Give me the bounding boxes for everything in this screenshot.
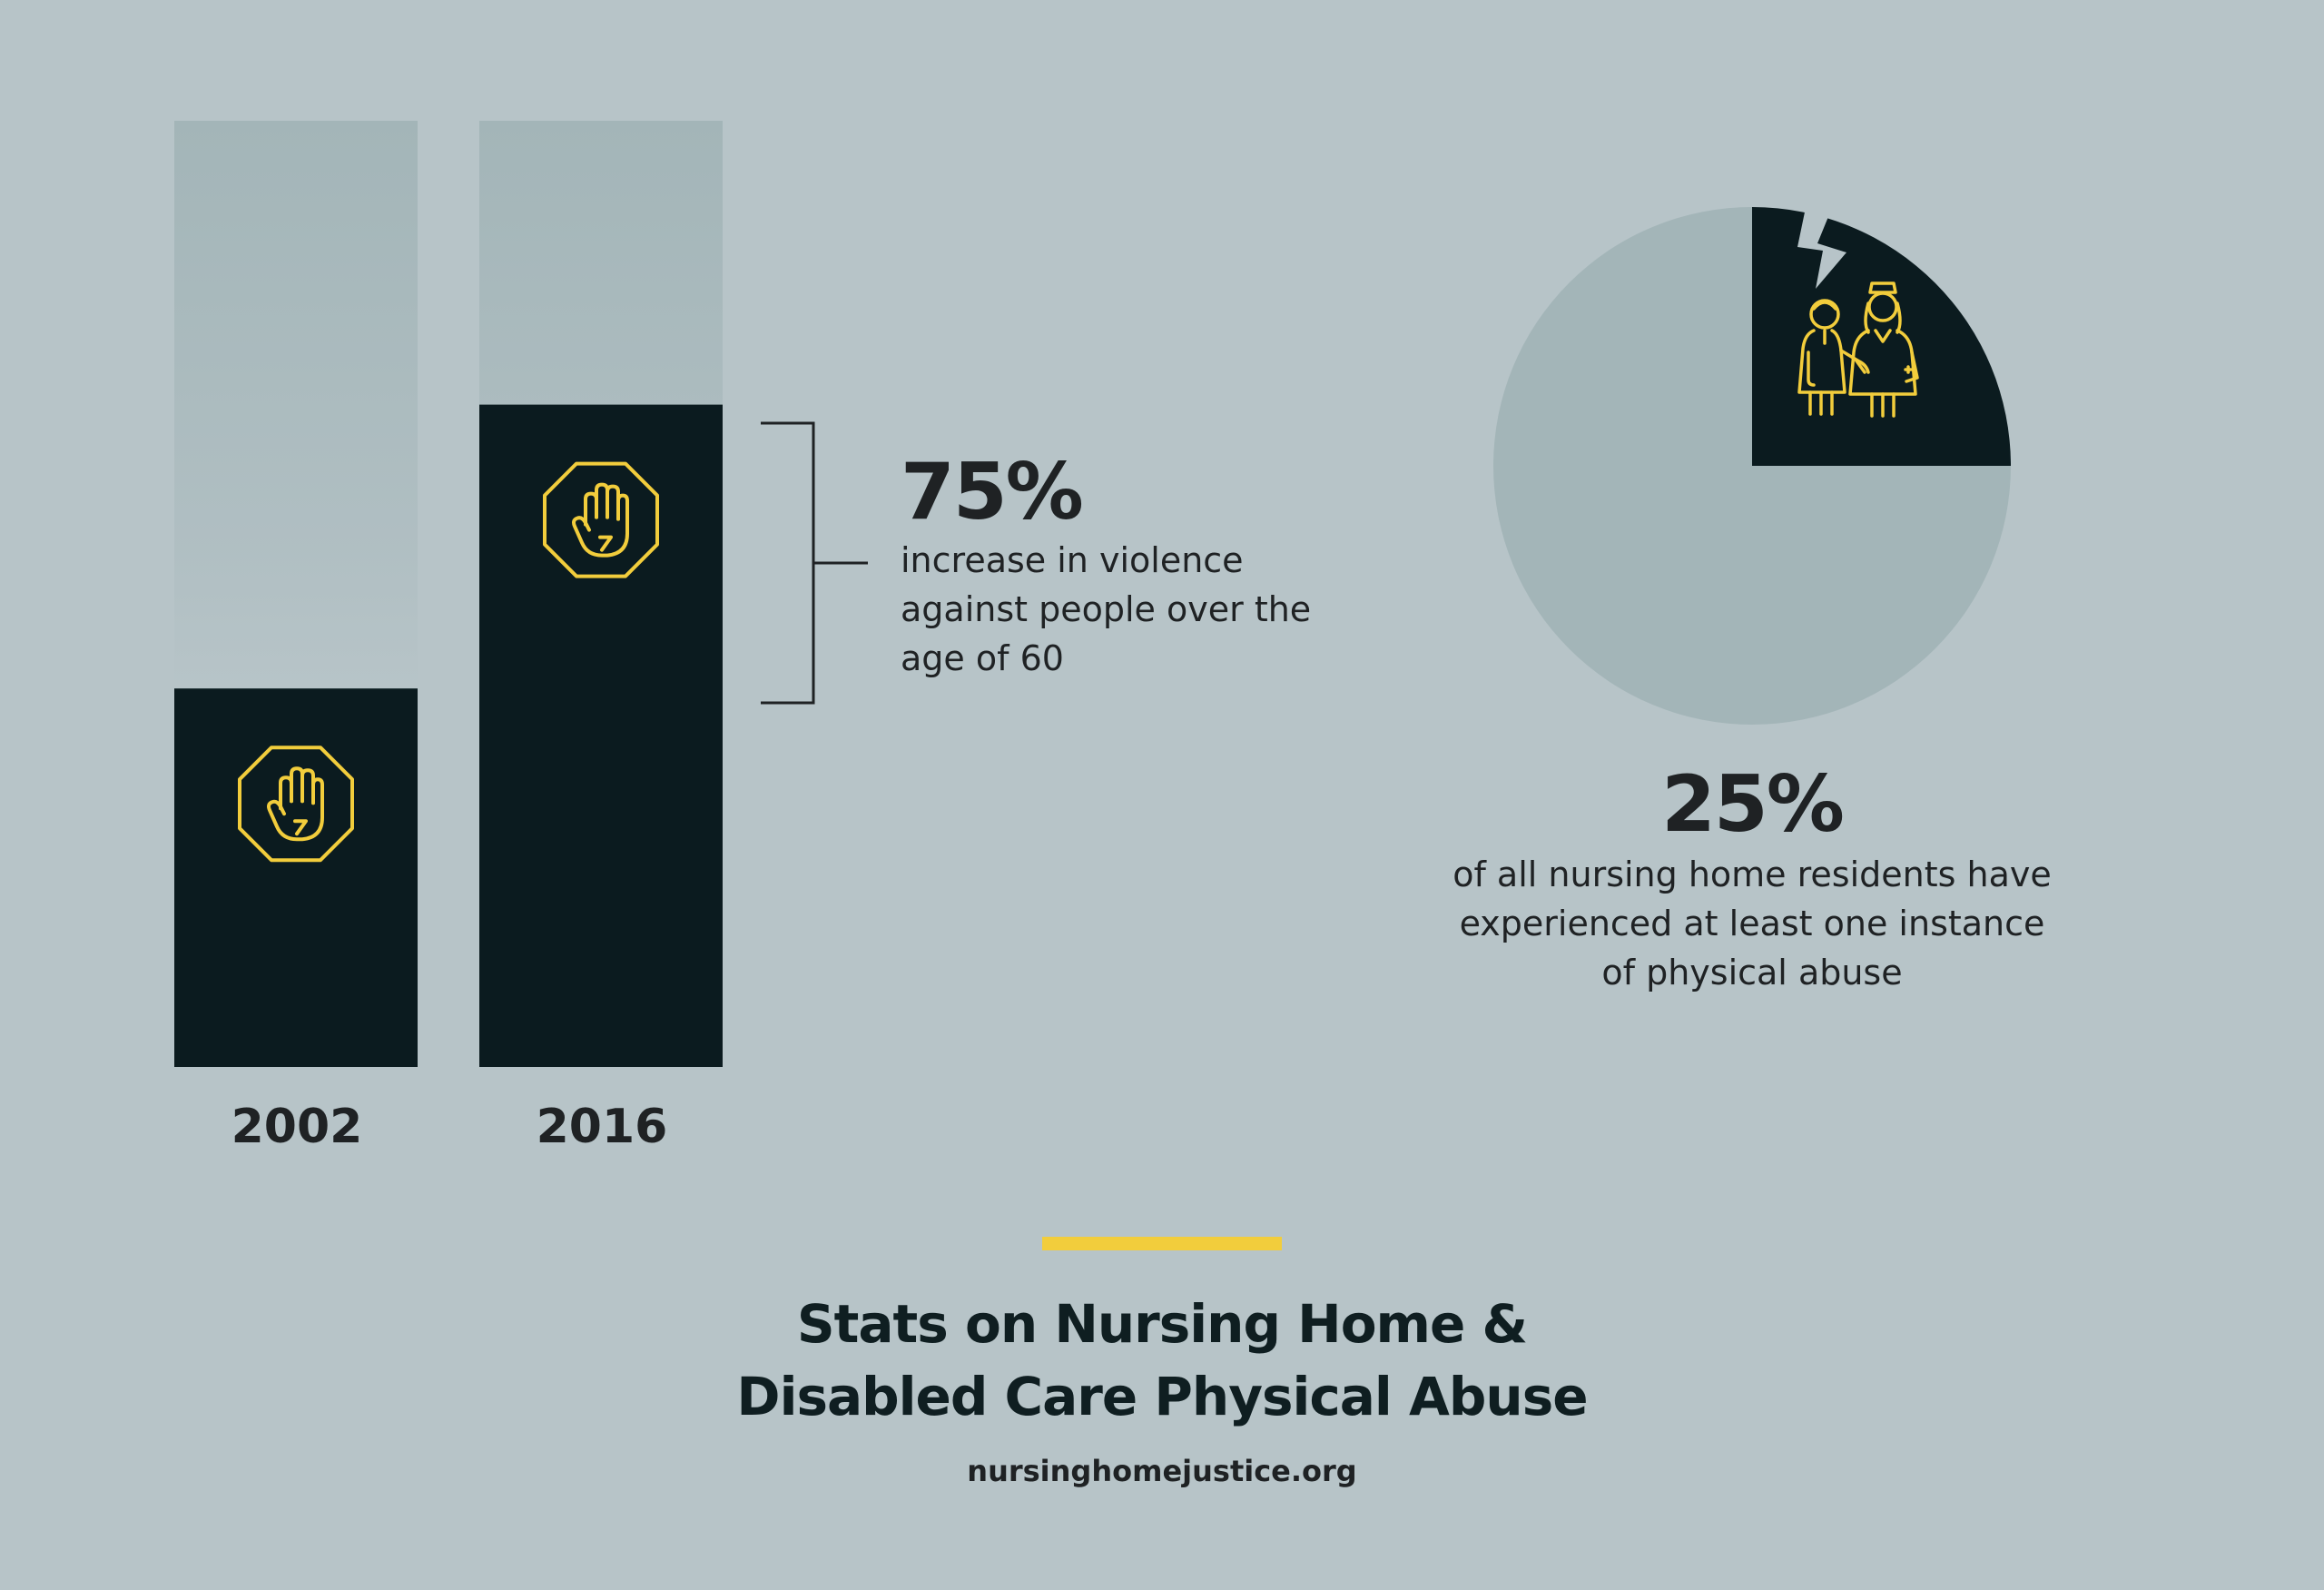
pie-chart (1493, 203, 2011, 725)
page-title: Stats on Nursing Home & Disabled Care Ph… (617, 1288, 1707, 1433)
increase-annotation: 75% increase in violence against people … (901, 449, 1373, 683)
increase-description: increase in violence against people over… (901, 540, 1312, 678)
bar-track-2002 (174, 121, 418, 689)
bar-2002 (174, 688, 418, 1067)
increase-percent: 75% (901, 447, 1084, 538)
bar-2016 (479, 404, 723, 1068)
bar-chart-canvas (174, 121, 723, 1068)
abuse-annotation: 25% of all nursing home residents have e… (1416, 759, 2088, 997)
page-title-line-1: Stats on Nursing Home & (796, 1293, 1528, 1355)
abuse-percent: 25% (1661, 759, 1845, 850)
page-title-line-2: Disabled Care Physical Abuse (736, 1366, 1588, 1427)
bar-chart: 2002 2016 (0, 0, 999, 1226)
bar-category-label-2002: 2002 (231, 1100, 363, 1154)
accent-divider (1042, 1237, 1282, 1250)
pie-slice-75 (1493, 207, 2011, 725)
pie-slice-25 (1752, 207, 2011, 466)
bar-category-label-2016: 2016 (536, 1100, 668, 1154)
increase-bracket (761, 421, 868, 705)
pie-crack (1797, 203, 1846, 289)
abuse-description: of all nursing home residents have exper… (1452, 854, 2052, 993)
source-url: nursinghomejustice.org (967, 1454, 1357, 1488)
